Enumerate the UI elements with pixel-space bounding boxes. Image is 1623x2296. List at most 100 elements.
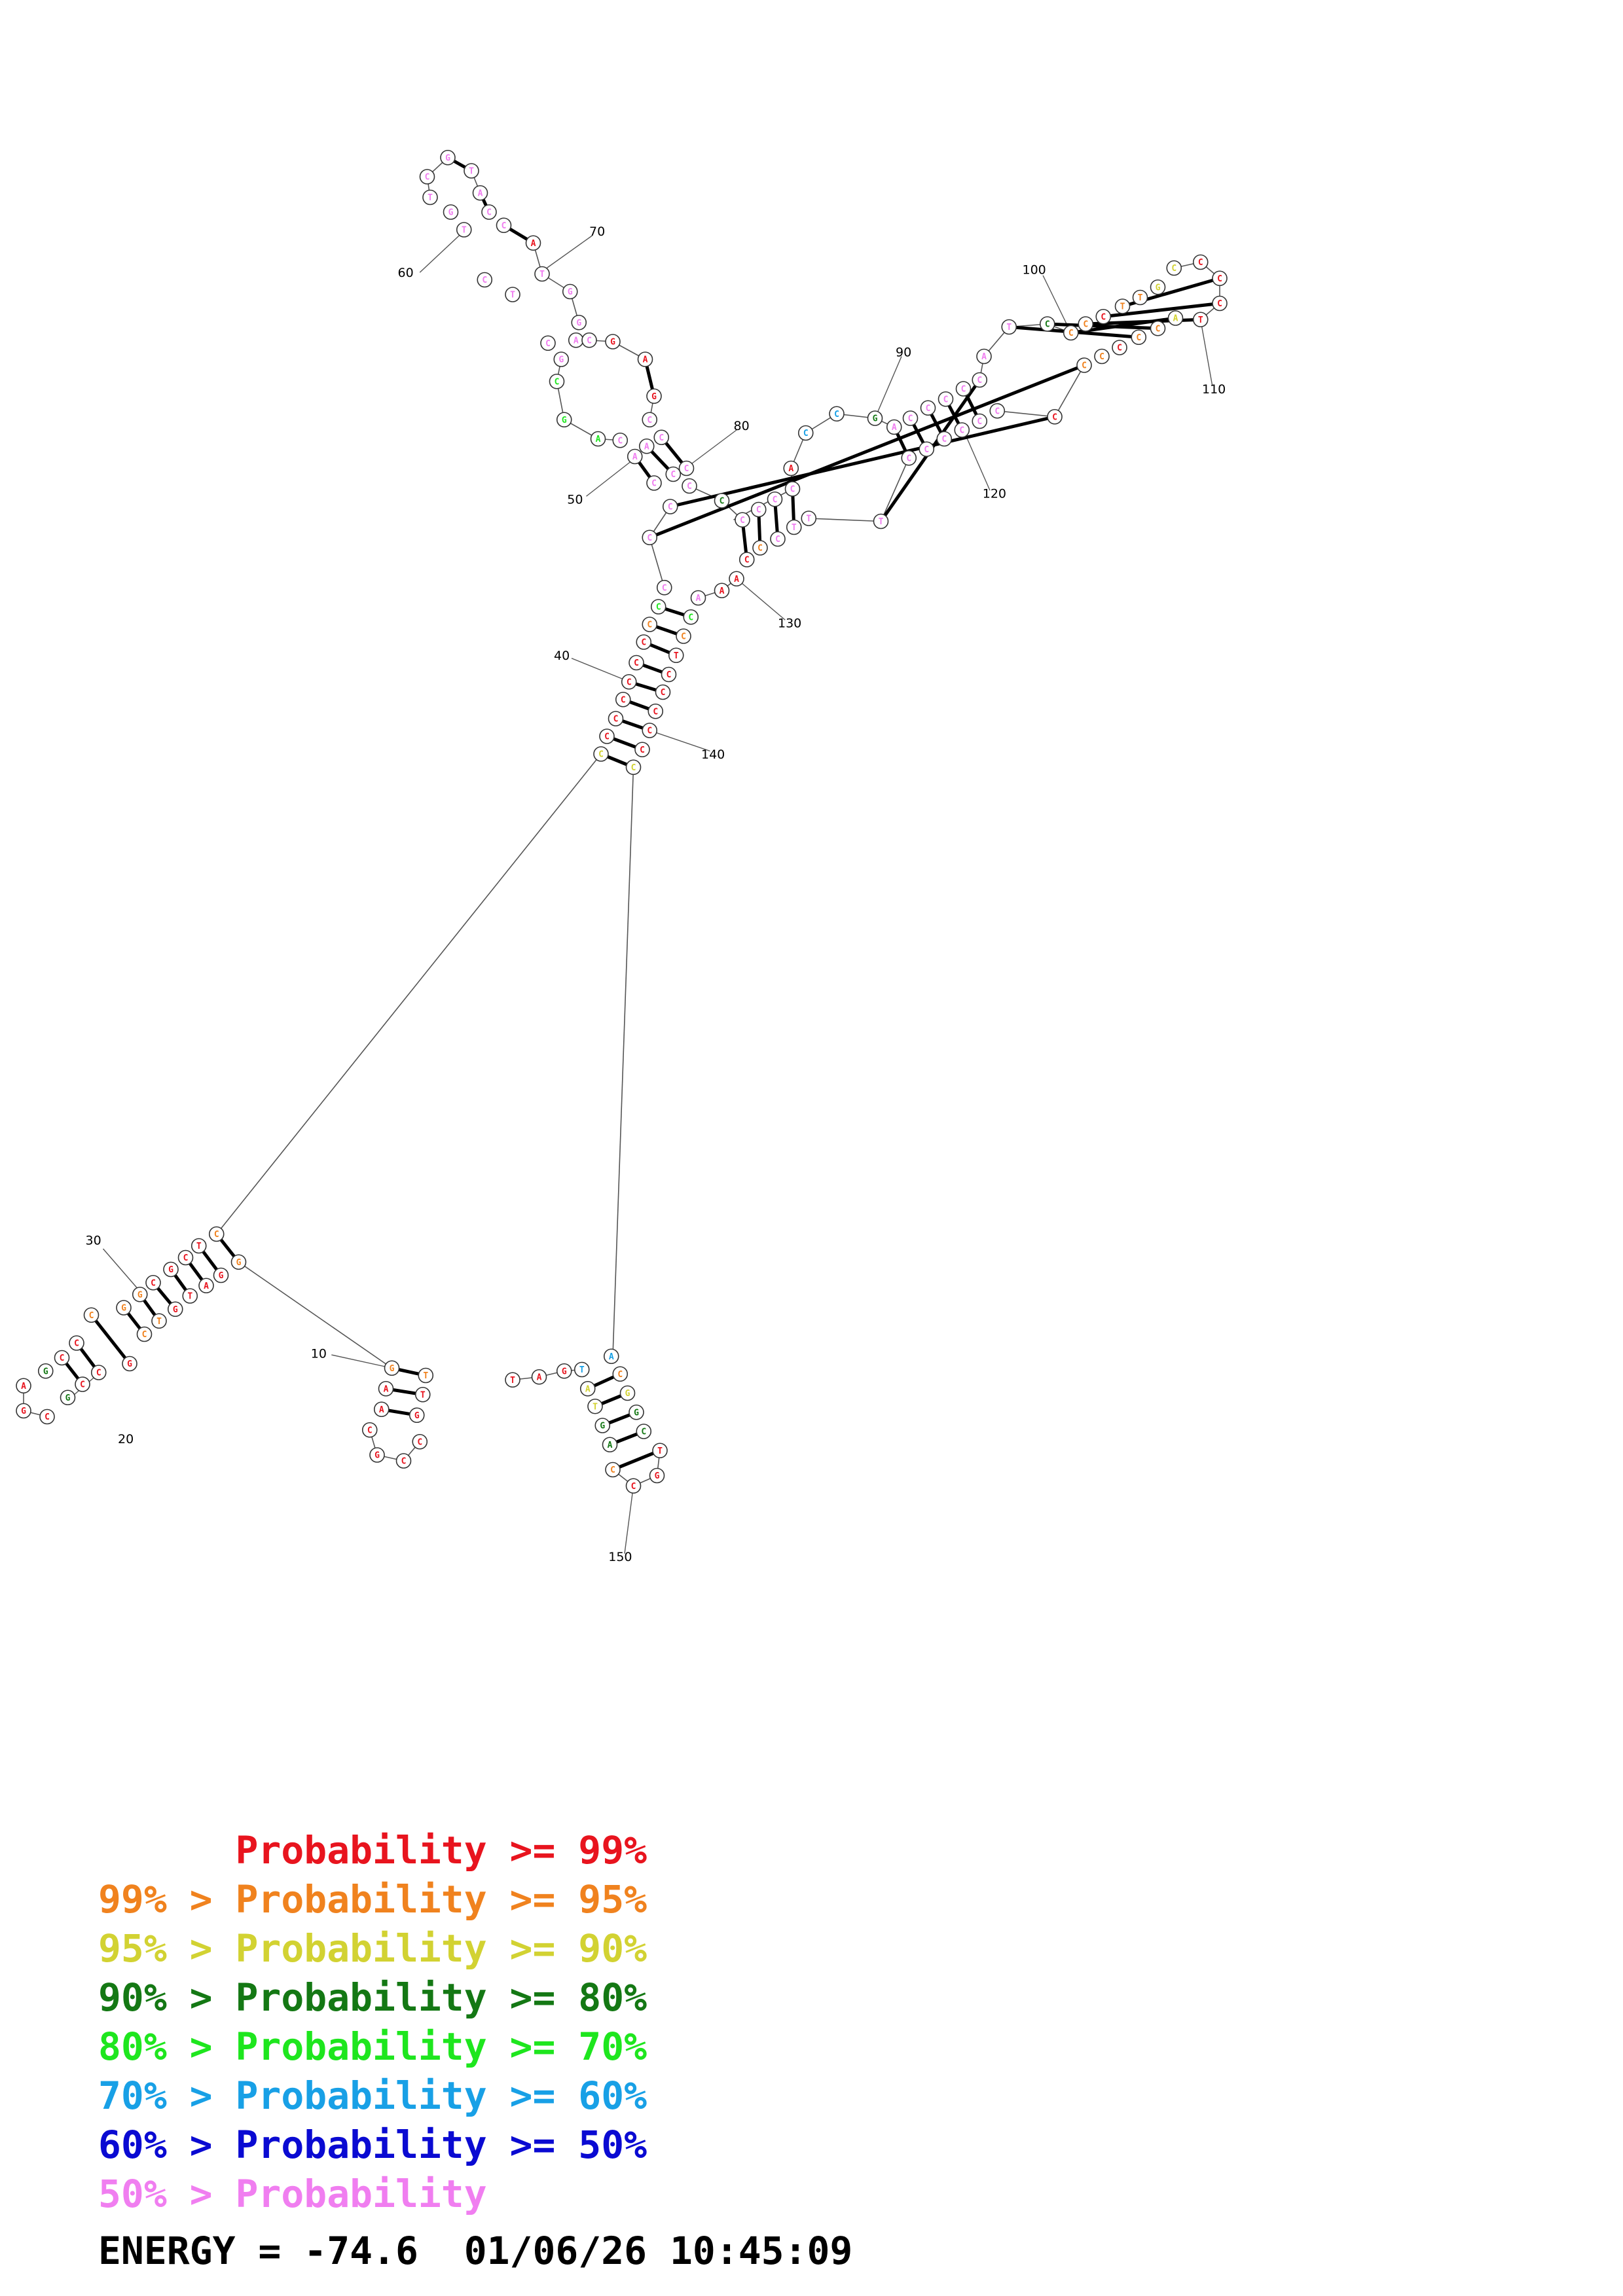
nucleotide-letter: T [806, 514, 811, 524]
nucleotide-circle [422, 189, 438, 206]
nucleotide: C [653, 429, 670, 446]
nucleotide-letter: T [879, 517, 884, 527]
nucleotide: T [418, 1367, 434, 1384]
nucleotide-circle [665, 466, 682, 482]
nucleotide-letter: C [621, 695, 626, 705]
nucleotide: A [531, 1369, 547, 1385]
index-label: 50 [567, 493, 583, 507]
nucleotide-letter: C [401, 1457, 407, 1467]
nucleotide: T [191, 1238, 207, 1254]
nucleotide-letter: C [756, 505, 761, 515]
nucleotide-circle [625, 1478, 642, 1494]
legend-row: Probability >= 99% [98, 1826, 647, 1875]
nucleotide-letter: T [579, 1365, 585, 1375]
nucleotide-circle [1112, 340, 1127, 355]
nucleotide-letter: G [137, 1290, 143, 1300]
nucleotide: T [422, 189, 438, 206]
nucleotide: C [1076, 357, 1092, 373]
nucleotide: C [647, 703, 664, 719]
legend-prefix: 90% > [98, 1975, 236, 2020]
nucleotide-circle [829, 406, 845, 422]
nucleotide: T [534, 266, 550, 282]
nucleotide-letter: G [445, 153, 450, 163]
nucleotide-letter: C [1217, 274, 1222, 284]
nucleotide-circle [920, 400, 936, 416]
nucleotide-letter: C [627, 677, 632, 687]
nucleotide-circle [1132, 289, 1148, 306]
nucleotide-letter: A [643, 355, 648, 365]
legend-label: Probability >= 80% [235, 1975, 647, 2020]
nucleotide-circle [652, 1443, 668, 1459]
nucleotide-circle [1212, 270, 1228, 287]
nucleotide-circle [1001, 319, 1017, 335]
nucleotide-circle [167, 1301, 183, 1318]
nucleotide-circle [122, 1355, 137, 1372]
nucleotide-circle [1039, 316, 1055, 332]
nucleotide-circle [191, 1238, 207, 1254]
index-label: 120 [983, 487, 1006, 501]
nucleotide-letter: A [609, 1352, 614, 1362]
index-tick-line [874, 356, 902, 419]
nucleotide-circle [690, 590, 706, 606]
nucleotide: G [163, 1261, 179, 1278]
nucleotide: C [955, 381, 972, 397]
nucleotide-letter: G [568, 287, 573, 297]
nucleotide-circle [16, 1378, 31, 1394]
nucleotide-circle [1076, 357, 1092, 373]
nucleotide: G [16, 1403, 31, 1419]
nucleotide-circle [783, 460, 799, 476]
nucleotide-letter: G [236, 1258, 242, 1268]
nucleotide-circle [650, 599, 666, 615]
nucleotide-letter: A [204, 1282, 209, 1291]
nucleotide-circle [553, 351, 570, 367]
nucleotide-circle [412, 1433, 428, 1450]
nucleotide-letter: C [994, 406, 1000, 416]
nucleotide-letter: T [156, 1317, 162, 1327]
nucleotide-circle [230, 1254, 247, 1270]
nucleotide-circle [540, 335, 556, 351]
nucleotide-letter: C [684, 464, 689, 474]
nucleotide-letter: C [1068, 329, 1074, 338]
nucleotide-letter: G [127, 1359, 132, 1369]
nucleotide-letter: G [65, 1393, 71, 1403]
nucleotide: C [608, 711, 624, 726]
nucleotide: G [605, 334, 621, 350]
nucleotide-letter: C [486, 208, 492, 218]
nucleotide: C [752, 540, 768, 556]
nucleotide-circle [739, 552, 755, 567]
nucleotide-letter: C [656, 603, 661, 613]
nucleotide-circle [714, 583, 730, 599]
nucleotide-circle [472, 185, 488, 201]
nucleotide-letter: C [659, 433, 664, 443]
nucleotide: C [1150, 320, 1166, 336]
nucleotide-letter: C [943, 395, 949, 404]
nucleotide-circle [867, 410, 883, 426]
nucleotide: C [1039, 316, 1055, 332]
legend-prefix: 99% > [98, 1877, 236, 1922]
nucleotide-circle [886, 419, 902, 435]
nucleotide-circle [647, 703, 664, 719]
nucleotide-letter: C [740, 516, 745, 526]
nucleotide-circle [655, 684, 671, 700]
nucleotide-circle [409, 1407, 425, 1424]
index-tick-line [540, 235, 593, 273]
nucleotide: C [625, 1478, 642, 1494]
nucleotide: G [571, 314, 587, 331]
nucleotide: A [568, 332, 584, 348]
nucleotide-circle [629, 655, 644, 671]
index-label: 40 [554, 649, 570, 663]
nucleotide: C [1063, 325, 1079, 341]
nucleotide-circle [1150, 320, 1166, 336]
nucleotide: C [750, 501, 767, 518]
nucleotide: T [574, 1361, 590, 1378]
nucleotide-circle [873, 513, 889, 529]
nucleotide-circle [1192, 254, 1209, 270]
nucleotide-circle [525, 235, 541, 251]
nucleotide-circle [562, 283, 578, 300]
nucleotide-letter: A [696, 594, 701, 603]
nucleotide-letter: C [926, 404, 931, 414]
nucleotide: C [954, 422, 970, 438]
nucleotide: T [873, 513, 889, 529]
nucleotide-letter: C [647, 620, 652, 630]
index-tick-line [586, 459, 634, 497]
